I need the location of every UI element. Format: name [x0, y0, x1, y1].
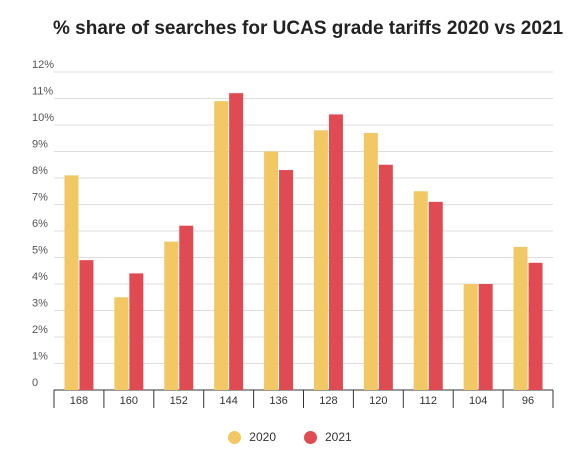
legend-item-2021: 2021: [304, 430, 352, 444]
bar-2020-96: [513, 246, 528, 390]
x-tick-label: 112: [419, 395, 437, 407]
y-tick-label: 10%: [32, 112, 54, 124]
x-tick-label: 120: [369, 395, 387, 407]
legend-label-2020: 2020: [249, 430, 276, 444]
bar-2021-96: [528, 262, 543, 390]
bar-2021-160: [129, 273, 144, 390]
x-tick-label: 144: [219, 395, 237, 407]
x-tick-label: 128: [319, 395, 337, 407]
y-tick-label: 4%: [32, 271, 48, 283]
bar-2021-112: [428, 201, 443, 390]
bar-2021-120: [378, 164, 393, 390]
bar-2021-136: [279, 170, 294, 390]
legend-swatch-2021: [304, 430, 317, 444]
bar-2020-128: [313, 130, 328, 391]
y-tick-label: 5%: [32, 245, 48, 257]
bar-2020-152: [164, 241, 179, 390]
y-tick-label: 12%: [32, 59, 54, 71]
y-tick-label: 3%: [32, 298, 48, 310]
x-tick-label: 104: [469, 395, 487, 407]
legend-swatch-2020: [228, 430, 242, 444]
bar-2020-168: [64, 175, 79, 390]
x-tick-label: 168: [70, 395, 88, 407]
bar-2020-144: [214, 101, 229, 391]
bar-2021-152: [179, 225, 194, 390]
y-tick-label: 8%: [32, 165, 48, 177]
bar-2021-144: [229, 93, 244, 390]
y-tick-label: 1%: [32, 351, 48, 363]
bar-2020-136: [264, 151, 279, 390]
bar-2020-160: [114, 297, 129, 390]
bar-2020-120: [363, 132, 378, 390]
chart-title: % share of searches for UCAS grade tarif…: [53, 18, 564, 39]
x-tick-label: 136: [269, 395, 287, 407]
bar-2020-112: [413, 191, 428, 390]
bar-2020-104: [463, 284, 478, 390]
y-tick-label: 7%: [32, 192, 48, 204]
x-tick-label: 160: [120, 395, 138, 407]
bar-2021-128: [328, 114, 343, 391]
bar-2021-168: [79, 260, 94, 390]
bar-2021-104: [478, 284, 493, 390]
x-tick-label: 96: [522, 395, 534, 407]
y-tick-label: 2%: [32, 324, 48, 336]
y-tick-label: 6%: [32, 218, 48, 230]
legend-label-2021: 2021: [325, 430, 352, 444]
y-tick-label: 11%: [32, 86, 53, 98]
legend-item-2020: 2020: [228, 430, 276, 444]
legend: 2020 2021: [0, 430, 580, 444]
y-tick-label: 9%: [32, 139, 48, 151]
x-tick-label: 152: [170, 395, 188, 407]
y-tick-label: 0: [32, 377, 38, 389]
